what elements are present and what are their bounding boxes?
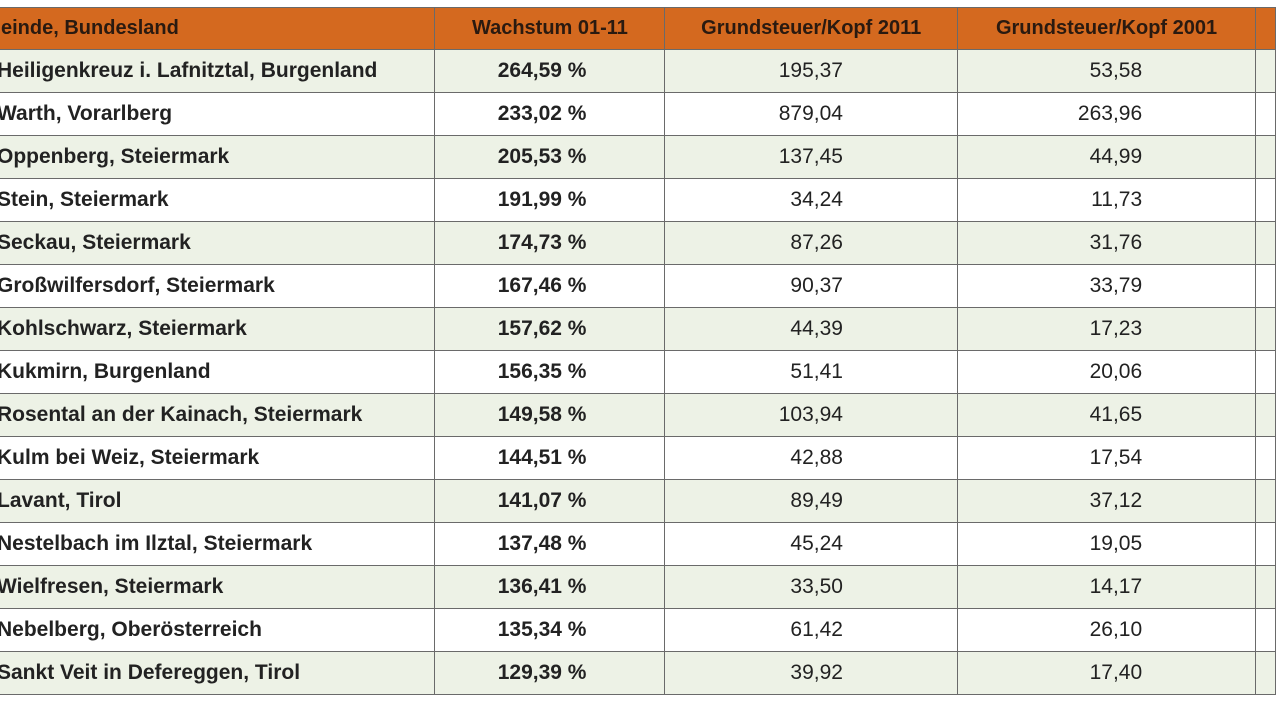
- header-tax-2011: Grundsteuer/Kopf 2011: [664, 7, 958, 50]
- cut-off-cell: [1255, 221, 1276, 265]
- tax-2011-cell: 45,24: [664, 522, 958, 566]
- tax-2001-cell: 41,65: [956, 393, 1257, 437]
- municipality-cell: Großwilfersdorf, Steiermark: [0, 264, 436, 308]
- tax-2001-cell: 14,17: [956, 565, 1257, 609]
- growth-cell: 144,51 %: [434, 436, 666, 480]
- tax-2011-cell: 44,39: [664, 307, 958, 351]
- growth-cell: 136,41 %: [434, 565, 666, 609]
- cut-off-cell: [1255, 651, 1276, 695]
- table-row: Wielfresen, Steiermark 136,41 % 33,50 14,17: [0, 565, 1276, 609]
- tax-2011-cell: 87,26: [664, 221, 958, 265]
- municipality-cell: Nebelberg, Oberösterreich: [0, 608, 436, 652]
- table-row: Seckau, Steiermark 174,73 % 87,26 31,76: [0, 221, 1276, 265]
- growth-cell: 167,46 %: [434, 264, 666, 308]
- tax-2001-cell: 20,06: [956, 350, 1257, 394]
- growth-cell: 233,02 %: [434, 92, 666, 136]
- tax-2001-cell: 11,73: [956, 178, 1257, 222]
- municipality-cell: Nestelbach im Ilztal, Steiermark: [0, 522, 436, 566]
- municipality-cell: Stein, Steiermark: [0, 178, 436, 222]
- growth-cell: 264,59 %: [434, 49, 666, 93]
- header-cut-off-column: [1255, 7, 1276, 50]
- cut-off-cell: [1255, 350, 1276, 394]
- tax-2001-cell: 37,12: [956, 479, 1257, 523]
- growth-table: einde, Bundesland Wachstum 01-11 Grundst…: [0, 7, 1276, 695]
- tax-2011-cell: 89,49: [664, 479, 958, 523]
- cut-off-cell: [1255, 307, 1276, 351]
- tax-2001-cell: 26,10: [956, 608, 1257, 652]
- tax-2001-cell: 17,54: [956, 436, 1257, 480]
- cut-off-cell: [1255, 92, 1276, 136]
- cut-off-cell: [1255, 479, 1276, 523]
- municipality-cell: Oppenberg, Steiermark: [0, 135, 436, 179]
- municipality-cell: Rosental an der Kainach, Steiermark: [0, 393, 436, 437]
- cut-off-cell: [1255, 393, 1276, 437]
- header-growth: Wachstum 01-11: [434, 7, 666, 50]
- tax-2001-cell: 19,05: [956, 522, 1257, 566]
- cut-off-cell: [1255, 565, 1276, 609]
- tax-2001-cell: 53,58: [956, 49, 1257, 93]
- table-row: Nestelbach im Ilztal, Steiermark 137,48 %…: [0, 522, 1276, 566]
- growth-cell: 137,48 %: [434, 522, 666, 566]
- tax-2001-cell: 17,40: [956, 651, 1257, 695]
- municipality-cell: Wielfresen, Steiermark: [0, 565, 436, 609]
- tax-2011-cell: 42,88: [664, 436, 958, 480]
- tax-2011-cell: 34,24: [664, 178, 958, 222]
- table-row: Oppenberg, Steiermark 205,53 % 137,45 44,99: [0, 135, 1276, 179]
- tax-2011-cell: 137,45: [664, 135, 958, 179]
- growth-cell: 129,39 %: [434, 651, 666, 695]
- cut-off-cell: [1255, 178, 1276, 222]
- table-row: Großwilfersdorf, Steiermark 167,46 % 90,37…: [0, 264, 1276, 308]
- tax-2001-cell: 263,96: [956, 92, 1257, 136]
- cut-off-cell: [1255, 436, 1276, 480]
- municipality-cell: Heiligenkreuz i. Lafnitztal, Burgenland: [0, 49, 436, 93]
- tax-2011-cell: 879,04: [664, 92, 958, 136]
- table-row: Kulm bei Weiz, Steiermark 144,51 % 42,88 17…: [0, 436, 1276, 480]
- tax-2001-cell: 17,23: [956, 307, 1257, 351]
- table-row: Sankt Veit in Defereggen, Tirol 129,39 % 3…: [0, 651, 1276, 695]
- cut-off-cell: [1255, 608, 1276, 652]
- header-municipality: einde, Bundesland: [0, 7, 436, 50]
- tax-2011-cell: 39,92: [664, 651, 958, 695]
- municipality-cell: Seckau, Steiermark: [0, 221, 436, 265]
- growth-cell: 174,73 %: [434, 221, 666, 265]
- cut-off-cell: [1255, 264, 1276, 308]
- cut-off-cell: [1255, 49, 1276, 93]
- growth-cell: 157,62 %: [434, 307, 666, 351]
- table-row: Kohlschwarz, Steiermark 157,62 % 44,39 17,2…: [0, 307, 1276, 351]
- table-row: Stein, Steiermark 191,99 % 34,24 11,73: [0, 178, 1276, 222]
- municipality-cell: Sankt Veit in Defereggen, Tirol: [0, 651, 436, 695]
- table-row: Warth, Vorarlberg 233,02 % 879,04 263,96: [0, 92, 1276, 136]
- tax-2001-cell: 31,76: [956, 221, 1257, 265]
- table-row: Nebelberg, Oberösterreich 135,34 % 61,42 26…: [0, 608, 1276, 652]
- cut-off-cell: [1255, 135, 1276, 179]
- header-row: einde, Bundesland Wachstum 01-11 Grundst…: [0, 7, 1276, 50]
- tax-2011-cell: 195,37: [664, 49, 958, 93]
- table-row: Lavant, Tirol 141,07 % 89,49 37,12: [0, 479, 1276, 523]
- tax-2011-cell: 90,37: [664, 264, 958, 308]
- tax-2011-cell: 103,94: [664, 393, 958, 437]
- tax-2001-cell: 44,99: [956, 135, 1257, 179]
- growth-cell: 135,34 %: [434, 608, 666, 652]
- cut-off-cell: [1255, 522, 1276, 566]
- growth-cell: 191,99 %: [434, 178, 666, 222]
- municipality-cell: Lavant, Tirol: [0, 479, 436, 523]
- municipality-cell: Warth, Vorarlberg: [0, 92, 436, 136]
- tax-2011-cell: 51,41: [664, 350, 958, 394]
- table-row: Kukmirn, Burgenland 156,35 % 51,41 20,06: [0, 350, 1276, 394]
- municipality-cell: Kohlschwarz, Steiermark: [0, 307, 436, 351]
- tax-2001-cell: 33,79: [956, 264, 1257, 308]
- municipality-cell: Kukmirn, Burgenland: [0, 350, 436, 394]
- growth-cell: 149,58 %: [434, 393, 666, 437]
- tax-2011-cell: 61,42: [664, 608, 958, 652]
- table-row: Rosental an der Kainach, Steiermark 149,5…: [0, 393, 1276, 437]
- growth-cell: 156,35 %: [434, 350, 666, 394]
- municipality-cell: Kulm bei Weiz, Steiermark: [0, 436, 436, 480]
- table-row: Heiligenkreuz i. Lafnitztal, Burgenland 2…: [0, 49, 1276, 93]
- growth-cell: 141,07 %: [434, 479, 666, 523]
- tax-2011-cell: 33,50: [664, 565, 958, 609]
- growth-cell: 205,53 %: [434, 135, 666, 179]
- header-tax-2001: Grundsteuer/Kopf 2001: [956, 7, 1257, 50]
